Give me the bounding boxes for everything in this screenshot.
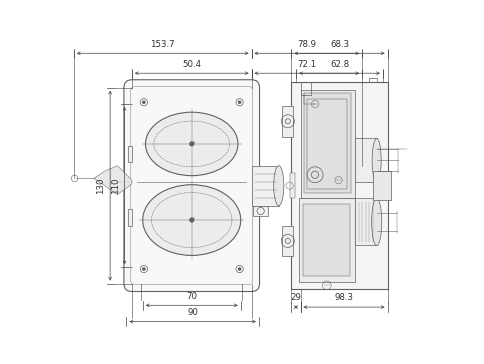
Bar [372, 171, 391, 200]
Text: 62.8: 62.8 [329, 59, 348, 68]
Bar [251, 166, 278, 206]
Ellipse shape [145, 112, 238, 176]
Bar [354, 198, 376, 245]
Circle shape [238, 268, 240, 270]
Bar [298, 198, 354, 282]
Text: oo: oo [189, 217, 196, 221]
Bar [306, 99, 346, 189]
Bar [127, 209, 132, 226]
Bar [354, 138, 376, 182]
Text: 130: 130 [96, 177, 105, 194]
Ellipse shape [142, 185, 240, 256]
Bar [127, 146, 132, 162]
Bar [253, 206, 267, 217]
Text: 72.1: 72.1 [297, 59, 316, 68]
Text: 153.7: 153.7 [150, 40, 175, 48]
Text: 110: 110 [111, 177, 120, 194]
Bar [300, 90, 354, 198]
Circle shape [238, 101, 240, 103]
Text: 78.9: 78.9 [297, 40, 316, 48]
Circle shape [190, 218, 193, 222]
Text: 90: 90 [187, 308, 197, 317]
Polygon shape [93, 166, 132, 195]
Bar [282, 106, 293, 136]
Text: 50.4: 50.4 [182, 59, 201, 68]
Ellipse shape [371, 198, 381, 245]
Text: oo: oo [189, 141, 196, 145]
Ellipse shape [371, 138, 380, 182]
Bar [291, 82, 387, 289]
Circle shape [190, 142, 193, 146]
Bar [302, 204, 349, 276]
Ellipse shape [273, 166, 283, 206]
Bar [282, 226, 293, 256]
Bar [303, 93, 350, 193]
Circle shape [142, 101, 145, 103]
Text: 98.3: 98.3 [334, 293, 353, 302]
Circle shape [142, 268, 145, 270]
FancyBboxPatch shape [124, 80, 259, 292]
Text: 70: 70 [186, 292, 197, 301]
Bar [289, 173, 294, 198]
Text: 68.3: 68.3 [329, 40, 348, 48]
Text: 29: 29 [290, 293, 301, 302]
